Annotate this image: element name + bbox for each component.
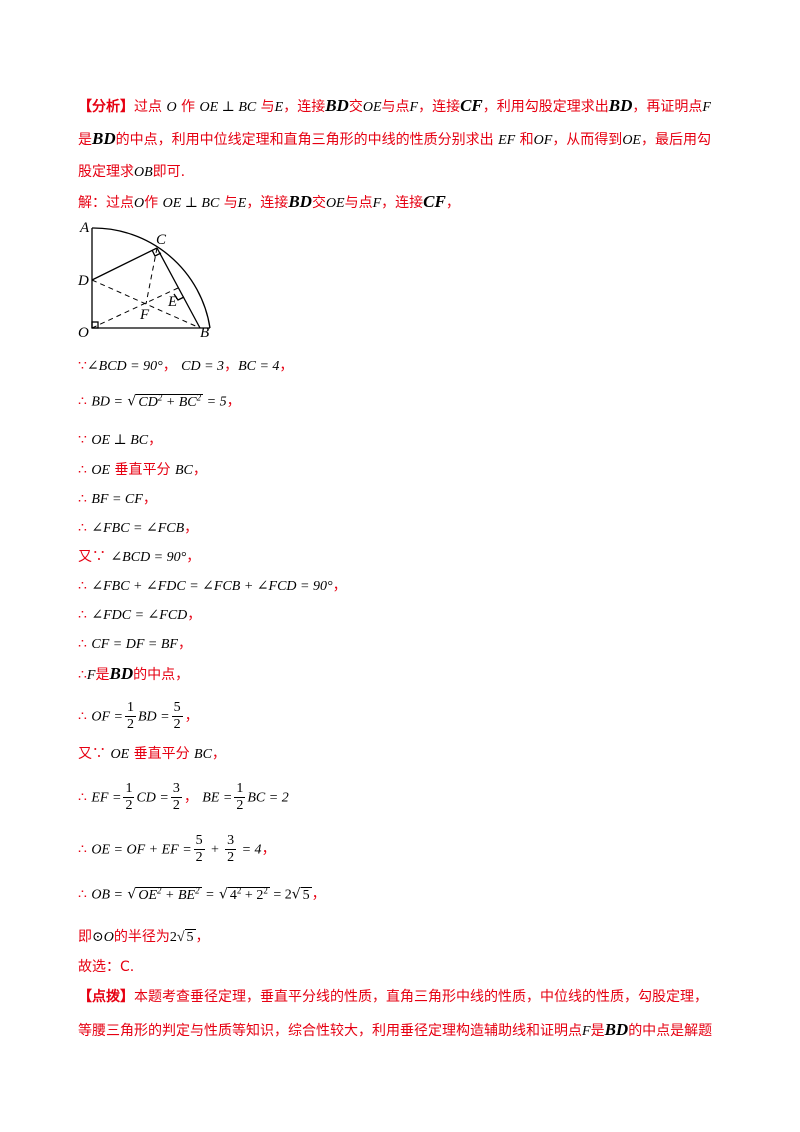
- step-1: ∵∠BCD = 90°， CD = 3，BC = 4，: [78, 358, 294, 374]
- label-e: E: [167, 294, 177, 310]
- comment-line-1: 【点拨】本题考查垂径定理，垂直平分线的性质，直角三角形中线的性质，中位线的性质，…: [78, 989, 708, 1005]
- step-5: ∴ BF = CF，: [78, 491, 157, 507]
- step-13: 又∵ OE 垂直平分 BC，: [78, 746, 226, 762]
- comment-line-2: 等腰三角形的判定与性质等知识，综合性较大，利用垂径定理构造辅助线和证明点F是BD…: [78, 1020, 713, 1039]
- step-3: ∵ OE ⊥ BC，: [78, 432, 163, 448]
- segment-cf: [145, 247, 158, 305]
- segment-cb: [156, 247, 201, 329]
- geometry-figure: A C D E F O B: [77, 220, 211, 340]
- analysis-line-2: 是BD的中点，利用中位线定理和直角三角形的中线的性质分别求出 EF 和OF，从而…: [78, 129, 711, 148]
- step-11: ∴F是BD的中点，: [78, 664, 190, 683]
- step-7: 又∵ ∠BCD = 90°，: [78, 549, 201, 565]
- label-f: F: [139, 307, 150, 323]
- step-16: ∴ OB = √ OE2 + BE2 = √ 42 + 22 = 2√ 5，: [78, 885, 326, 903]
- label-a: A: [79, 220, 90, 236]
- analysis-line-1: 【分析】过点 O 作 OE ⊥ BC 与E，连接BD交OE与点F，连接CF，利用…: [78, 96, 711, 115]
- right-angle-c: [151, 249, 162, 257]
- step-6: ∴ ∠FBC = ∠FCB，: [78, 520, 199, 536]
- analysis-tag: 【分析】: [78, 99, 134, 115]
- segment-oe: [91, 287, 179, 329]
- label-b: B: [200, 325, 209, 340]
- step-18-answer: 故选：C.: [78, 959, 135, 975]
- segment-dc: [91, 247, 158, 281]
- step-17: 即⊙O的半径为2√ 5，: [78, 929, 210, 945]
- step-12: ∴ OF = 1 2 BD = 5 2，: [78, 700, 199, 732]
- step-2: ∴ BD = √ CD2 + BC2 = 5，: [78, 392, 241, 410]
- step-14: ∴ EF = 1 2 CD = 3 2， BE = 1 2 BC = 2: [78, 781, 289, 813]
- label-d: D: [77, 273, 89, 289]
- solution-intro: 解：过点O作 OE ⊥ BC 与E，连接BD交OE与点F，连接CF，: [78, 192, 460, 211]
- segment-db: [91, 279, 201, 329]
- step-10: ∴ CF = DF = BF，: [78, 636, 192, 652]
- right-angle-e: [173, 293, 185, 301]
- step-9: ∴ ∠FDC = ∠FCD，: [78, 607, 202, 623]
- analysis-line-3: 股定理求OB即可.: [78, 164, 186, 180]
- right-angle-o: [91, 321, 99, 329]
- step-4: ∴ OE 垂直平分 BC，: [78, 462, 207, 478]
- comment-tag: 【点拨】: [78, 989, 134, 1005]
- step-8: ∴ ∠FBC + ∠FDC = ∠FCB + ∠FCD = 90°，: [78, 578, 347, 594]
- quarter-arc: [91, 227, 211, 329]
- label-o: O: [78, 325, 89, 340]
- label-c: C: [156, 232, 167, 248]
